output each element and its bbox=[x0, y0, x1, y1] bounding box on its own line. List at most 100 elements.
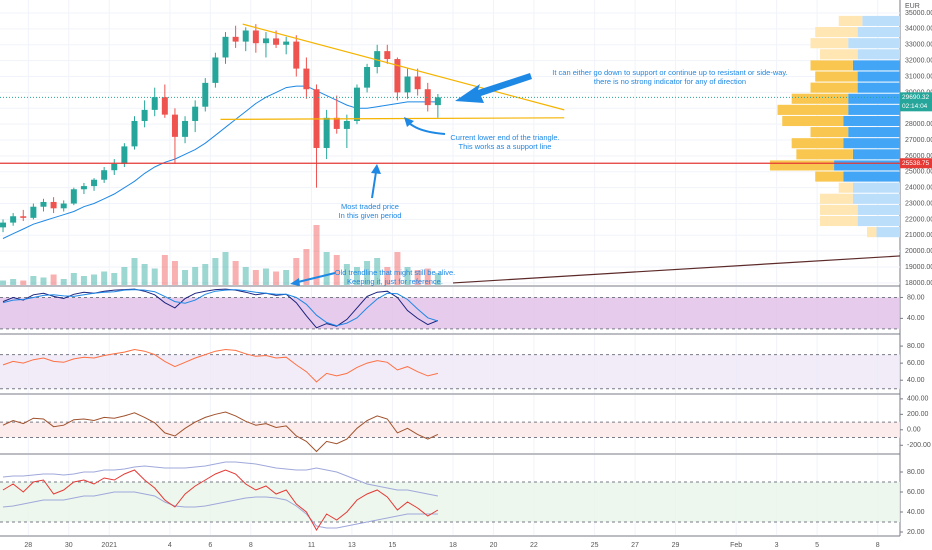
candle-body bbox=[222, 36, 229, 58]
volume-bar bbox=[171, 261, 178, 285]
profile-bar-yellow bbox=[810, 82, 858, 93]
band bbox=[0, 354, 900, 389]
volume-bar bbox=[20, 280, 27, 285]
annotation: Current lower end of the triangle. bbox=[450, 133, 559, 142]
candle-body bbox=[91, 179, 98, 187]
x-tick-label: 5 bbox=[815, 542, 819, 549]
x-tick-label: 6 bbox=[208, 542, 212, 549]
candle-body bbox=[141, 109, 148, 121]
y-tick-label: 60.00 bbox=[907, 360, 925, 367]
candle-body bbox=[374, 51, 381, 68]
indicator-line bbox=[2, 288, 439, 329]
x-tick-label: 8 bbox=[876, 542, 880, 549]
last-price-box bbox=[900, 92, 932, 112]
candle-body bbox=[283, 41, 290, 45]
annotation: In this given period bbox=[339, 211, 402, 220]
last-price-label: 29690.32 bbox=[902, 94, 929, 101]
candle-body bbox=[151, 97, 158, 110]
volume-bar bbox=[161, 255, 168, 285]
y-tick-label: 80.00 bbox=[907, 469, 925, 476]
x-tick-label: 18 bbox=[449, 542, 457, 549]
candle-body bbox=[414, 76, 421, 90]
profile-bar-yellow bbox=[777, 104, 849, 115]
x-tick-label: 28 bbox=[24, 542, 32, 549]
y-tick-label: 19000.00 bbox=[905, 264, 932, 271]
annotation: Old trendline that might still be alive. bbox=[335, 268, 455, 277]
volume-bar bbox=[333, 255, 340, 285]
candle-body bbox=[293, 41, 300, 69]
profile-bar-blue bbox=[857, 27, 900, 38]
x-tick-label: 13 bbox=[348, 542, 356, 549]
candle-body bbox=[121, 146, 128, 164]
volume-bar bbox=[353, 267, 360, 285]
x-tick-label: 2021 bbox=[101, 542, 117, 549]
annotation: there is no strong indicator for any of … bbox=[594, 77, 746, 86]
volume-bar bbox=[131, 258, 138, 285]
volume-bar bbox=[40, 277, 47, 285]
profile-bar-yellow bbox=[782, 115, 844, 127]
volume-bar bbox=[404, 267, 411, 285]
y-tick-label: 40.00 bbox=[907, 377, 925, 384]
y-tick-label: 25000.00 bbox=[905, 169, 932, 176]
profile-bar-blue bbox=[876, 227, 900, 238]
profile-bar-yellow bbox=[796, 149, 853, 160]
band bbox=[0, 297, 900, 329]
y-tick-label: 60.00 bbox=[907, 489, 925, 496]
candle-body bbox=[424, 89, 431, 106]
candle-body bbox=[394, 59, 401, 93]
candle-body bbox=[80, 186, 87, 190]
x-tick-label: 25 bbox=[591, 542, 599, 549]
candle-body bbox=[262, 38, 269, 44]
profile-bar-blue bbox=[843, 138, 900, 149]
indicator-line bbox=[2, 469, 439, 531]
arrow bbox=[455, 73, 532, 103]
candle-body bbox=[333, 117, 340, 129]
annotation: This works as a support line bbox=[459, 142, 552, 151]
trend-line bbox=[220, 117, 565, 120]
x-tick-label: 3 bbox=[775, 542, 779, 549]
trend-line bbox=[242, 23, 565, 111]
annotation: It can either go down to support or cont… bbox=[552, 68, 787, 77]
volume-bar bbox=[60, 279, 67, 285]
candle-body bbox=[171, 114, 178, 137]
profile-bar-blue bbox=[857, 49, 900, 60]
volume-bar bbox=[50, 274, 57, 285]
candle-body bbox=[10, 216, 17, 223]
y-tick-label: 0.00 bbox=[907, 427, 921, 434]
candle-body bbox=[30, 206, 37, 218]
profile-bar-yellow bbox=[815, 171, 844, 182]
y-tick-label: 20.00 bbox=[907, 529, 925, 536]
y-tick-label: 23000.00 bbox=[905, 200, 932, 207]
x-tick-label: 27 bbox=[631, 542, 639, 549]
profile-bar-blue bbox=[857, 82, 900, 93]
candle-body bbox=[343, 120, 350, 129]
volume-bar bbox=[141, 264, 148, 285]
candle-body bbox=[192, 106, 199, 121]
annotations: It can either go down to support or cont… bbox=[290, 68, 788, 286]
candle-body bbox=[60, 203, 67, 209]
profile-bar-yellow bbox=[819, 49, 858, 60]
profile-bar-yellow bbox=[815, 27, 858, 38]
indicator-line bbox=[2, 461, 438, 497]
volume-bar bbox=[303, 249, 310, 285]
volume-bar bbox=[283, 270, 290, 285]
profile-bar-yellow bbox=[815, 71, 858, 82]
candle-body bbox=[50, 201, 57, 209]
candle-body bbox=[232, 36, 239, 42]
profile-bar-blue bbox=[848, 38, 900, 49]
arrowhead bbox=[404, 117, 414, 127]
x-tick-label: 30 bbox=[65, 542, 73, 549]
profile-bar-blue bbox=[848, 93, 900, 104]
profile-bar-yellow bbox=[770, 160, 835, 171]
volume-bar bbox=[434, 273, 441, 285]
y-tick-label: 34000.00 bbox=[905, 26, 932, 33]
indicator-line bbox=[2, 348, 439, 383]
candle-body bbox=[0, 222, 7, 228]
arrow bbox=[297, 272, 336, 283]
candle-body bbox=[212, 57, 219, 83]
profile-bar-blue bbox=[848, 127, 900, 138]
candle-body bbox=[161, 97, 168, 115]
volume-bar bbox=[232, 261, 239, 285]
